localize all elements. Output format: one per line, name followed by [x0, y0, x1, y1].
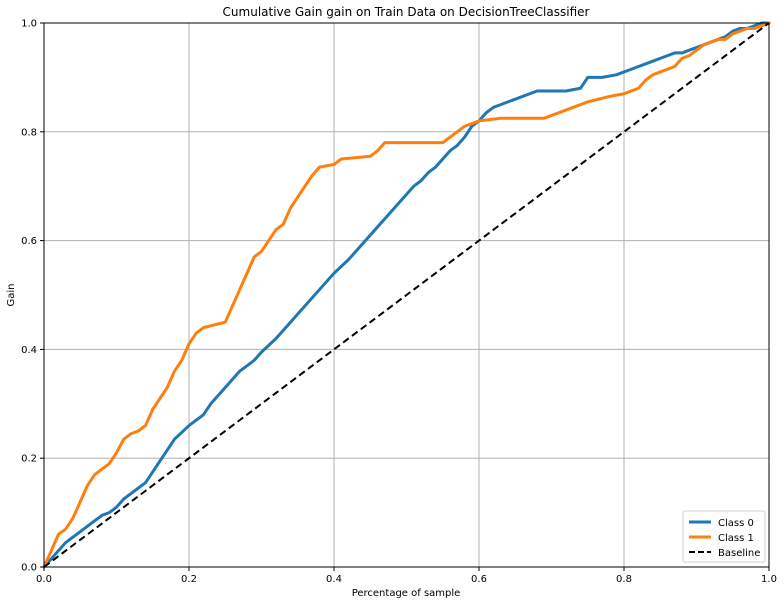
- legend-label-class1: Class 1: [718, 533, 754, 544]
- y-tick-label: 1.0: [21, 19, 37, 30]
- x-tick-label: 0.2: [181, 574, 197, 585]
- legend: Class 0 Class 1 Baseline: [682, 510, 766, 563]
- x-axis-label: Percentage of sample: [352, 588, 461, 599]
- x-tick-label: 0.8: [616, 574, 632, 585]
- legend-label-class0: Class 0: [718, 518, 754, 529]
- plot-frame: [43, 22, 770, 568]
- x-axis-ticks: 0.0 0.2 0.4 0.6 0.8 1.0: [36, 567, 777, 585]
- legend-box: [682, 510, 766, 563]
- chart-title: Cumulative Gain gain on Train Data on De…: [223, 5, 590, 19]
- y-axis-label: Gain: [6, 284, 17, 307]
- y-tick-label: 0.8: [21, 127, 37, 138]
- x-tick-label: 1.0: [761, 574, 777, 585]
- x-tick-label: 0.6: [471, 574, 487, 585]
- series-line-class1: [42, 21, 771, 569]
- y-tick-label: 0.4: [21, 345, 37, 356]
- plot-area: [42, 21, 771, 569]
- y-axis-ticks: 0.0 0.2 0.4 0.6 0.8 1.0: [21, 19, 44, 574]
- x-tick-label: 0.0: [36, 574, 52, 585]
- y-tick-label: 0.2: [21, 454, 37, 465]
- y-tick-label: 0.6: [21, 236, 37, 247]
- series-line-baseline: [43, 22, 770, 568]
- y-tick-label: 0.0: [21, 563, 37, 574]
- legend-label-baseline: Baseline: [718, 548, 760, 559]
- series-line-class0: [42, 21, 771, 569]
- x-tick-label: 0.4: [326, 574, 342, 585]
- series-lines: [42, 21, 771, 569]
